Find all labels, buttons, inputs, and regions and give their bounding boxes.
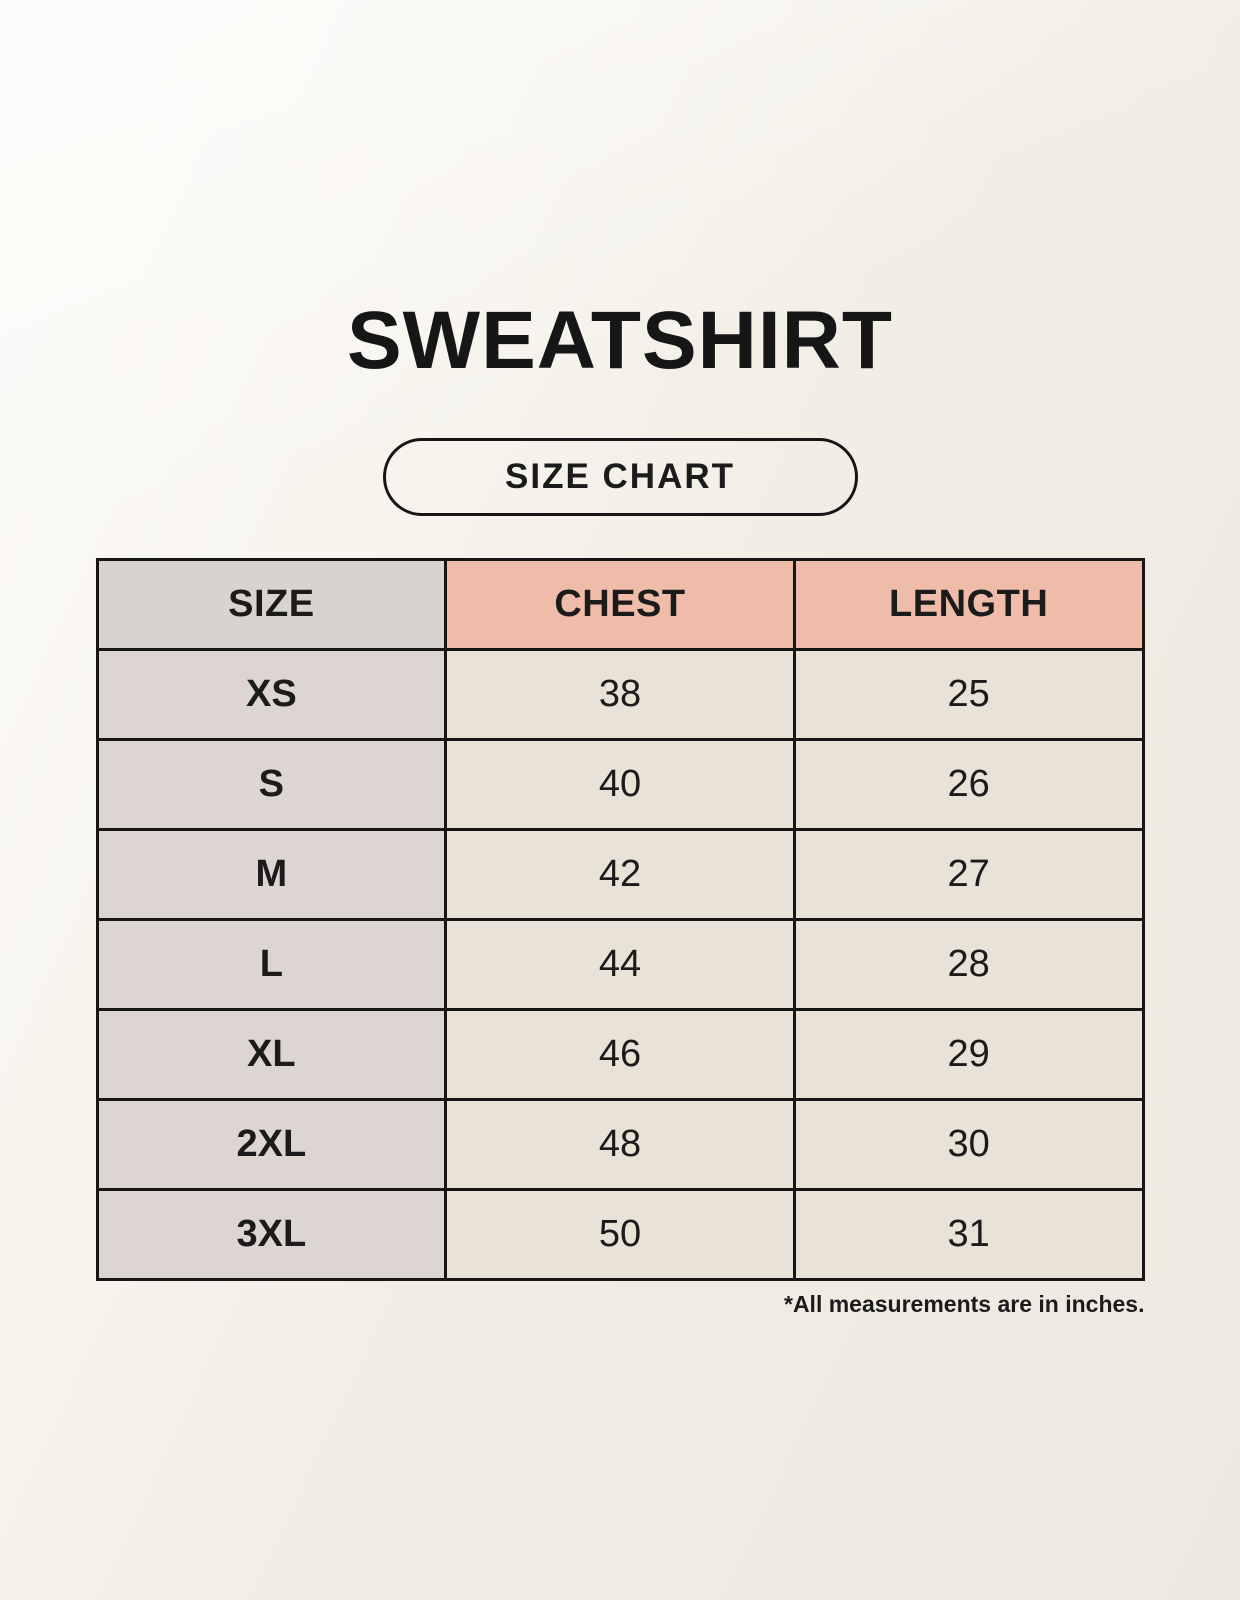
chest-value: 42 (444, 828, 796, 921)
size-label: XS (95, 648, 448, 741)
length-value: 27 (792, 828, 1145, 921)
size-label: 2XL (95, 1098, 448, 1191)
size-chart-badge-label: SIZE CHART (505, 457, 735, 496)
column-header-size: SIZE (95, 558, 448, 651)
table-row-xl: XL 46 29 (95, 1008, 1145, 1101)
size-label: M (95, 828, 448, 921)
table-row-s: S 40 26 (95, 738, 1145, 831)
table-row-m: M 42 27 (95, 828, 1145, 921)
size-label: S (95, 738, 448, 831)
chest-value: 44 (444, 918, 796, 1011)
size-chart-badge: SIZE CHART (382, 438, 858, 516)
length-value: 28 (792, 918, 1145, 1011)
column-header-chest: CHEST (444, 558, 796, 651)
size-label: 3XL (95, 1188, 448, 1281)
chest-value: 46 (444, 1008, 796, 1101)
length-value: 30 (792, 1098, 1145, 1191)
chest-value: 40 (444, 738, 796, 831)
chest-value: 38 (444, 648, 796, 741)
chest-value: 50 (444, 1188, 796, 1281)
table-row-3xl: 3XL 50 31 (95, 1188, 1145, 1281)
page-title: SWEATSHIRT (346, 295, 893, 386)
table-row-xs: XS 38 25 (95, 648, 1145, 741)
size-label: XL (95, 1008, 448, 1101)
size-chart-table: SIZE CHEST LENGTH XS 38 25 S 40 26 M 42 … (95, 558, 1145, 1281)
length-value: 26 (792, 738, 1145, 831)
length-value: 25 (792, 648, 1145, 741)
table-header-row: SIZE CHEST LENGTH (95, 558, 1145, 651)
column-header-length: LENGTH (792, 558, 1145, 651)
size-label: L (95, 918, 448, 1011)
table-row-l: L 44 28 (95, 918, 1145, 1011)
measurements-footnote: *All measurements are in inches. (784, 1291, 1145, 1317)
length-value: 29 (792, 1008, 1145, 1101)
length-value: 31 (792, 1188, 1145, 1281)
chest-value: 48 (444, 1098, 796, 1191)
table-row-2xl: 2XL 48 30 (95, 1098, 1145, 1191)
